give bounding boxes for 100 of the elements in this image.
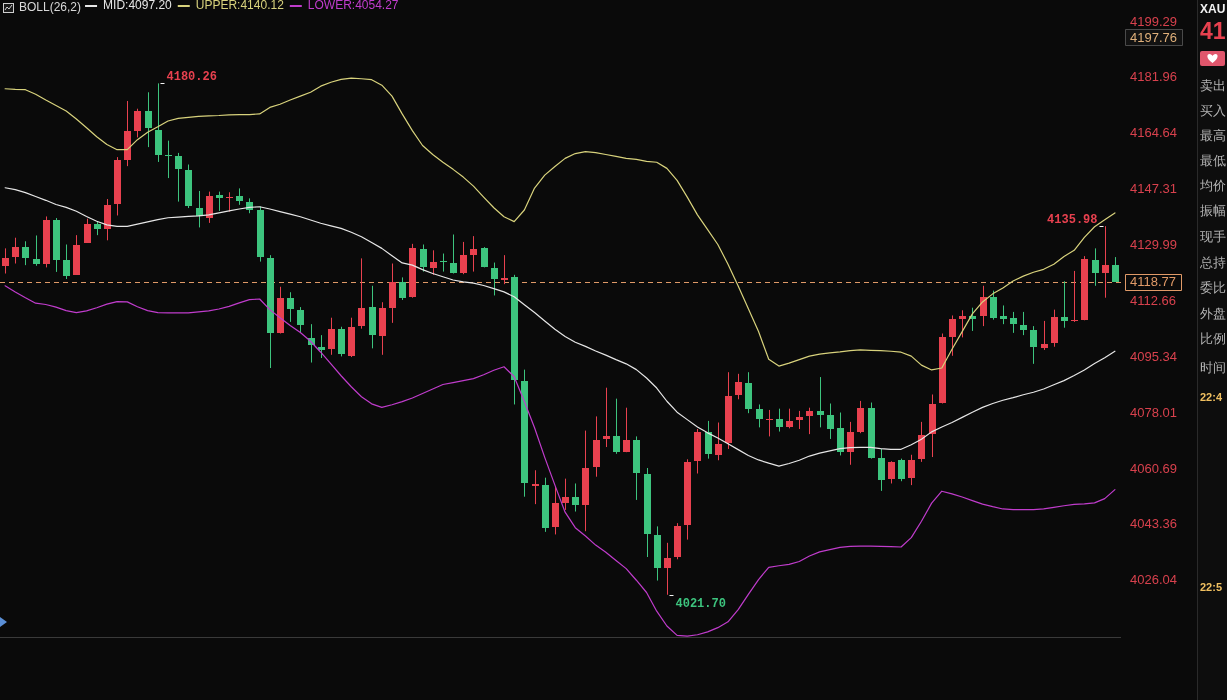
candlestick [603,387,610,448]
candlestick [145,91,152,148]
text: 均价 [1200,178,1226,193]
candlestick [1000,304,1007,325]
y-tick-label: 4199.29 [1130,13,1177,29]
candlestick [1071,270,1078,323]
candlestick [287,291,294,323]
candlestick [980,285,987,327]
candlestick [440,253,447,273]
text: 4197.76 [1130,29,1177,45]
candlestick [552,486,559,535]
candlestick [837,412,844,456]
text: 振幅 [1200,203,1226,218]
text: 22:5 [1200,581,1223,593]
y-tick-label: 4078.01 [1130,404,1177,420]
candlestick [888,460,895,484]
y-tick-label: 4147.31 [1130,181,1177,197]
candlestick [990,290,997,321]
candlestick [776,408,783,433]
candlestick [33,234,40,267]
y-tick-label: 4026.04 [1130,572,1177,588]
annotation: 4180.26 [166,69,217,84]
legend-label: UPPER:4140.12 [195,0,285,13]
candlestick [104,198,111,241]
candlestick [1030,325,1037,365]
candlestick [450,234,457,275]
text: 卖出 [1200,78,1226,93]
candlestick [949,314,956,357]
candlestick [430,249,437,276]
y-tick-label: 4060.69 [1130,460,1177,476]
text: 买入 [1200,103,1226,118]
candlestick [22,240,29,266]
text: 比例 [1200,331,1226,346]
candlestick [908,454,915,486]
candlestick [297,306,304,334]
candlestick [735,373,742,400]
text: 现手 [1200,229,1226,244]
annotation: 4021.70 [675,596,726,611]
candlestick [501,254,508,285]
candlestick [2,247,9,275]
legend-title: BOLL(26,2) [19,0,82,14]
candlestick [878,448,885,492]
candlestick [460,241,467,275]
candlestick [1112,256,1119,283]
candlestick [491,262,498,296]
candlestick [857,400,864,434]
candlestick [1020,311,1027,336]
candlestick [1010,311,1017,334]
candlestick [827,403,834,440]
candlestick [399,276,406,301]
text: 最低 [1200,153,1226,168]
candlestick [562,478,569,511]
candlestick [572,482,579,513]
candlestick [63,244,70,280]
candlestick [318,334,325,359]
candlestick [1041,320,1048,351]
text: 时间 [1200,360,1226,375]
y-tick-label: 4164.64 [1130,125,1177,141]
candlestick [358,257,365,330]
candlestick [206,191,213,224]
candlestick [532,469,539,505]
candlestick [613,398,620,455]
candlestick [847,421,854,466]
candlestick [226,191,233,213]
text: 总持 [1200,255,1226,270]
annotation: 4135.98 [1047,212,1098,227]
y-tick-label: 4181.96 [1130,69,1177,85]
candlestick [817,376,824,428]
text: 外盘 [1200,306,1226,321]
candlestick [84,218,91,244]
candlestick [1061,280,1068,329]
candlestick [786,408,793,429]
y-tick-label: 4129.99 [1130,237,1177,253]
candlestick [134,108,141,138]
text: XAU [1200,2,1226,16]
text: 委比 [1200,280,1226,295]
candlestick [623,407,630,453]
y-tick-label: 4043.36 [1130,516,1177,532]
candlestick [898,458,905,482]
text: 41 [1200,18,1226,44]
candlestick [1092,247,1099,287]
text: 最高 [1200,128,1226,143]
candlestick [420,244,427,273]
legend-label: MID:4097.20 [103,0,173,13]
candlestick [470,235,477,273]
candlestick [715,422,722,461]
candlestick [766,409,773,437]
candlestick [165,140,172,179]
candlestick [328,317,335,356]
ref-line-label: 4118.77 [1130,274,1177,290]
y-tick-label: 4095.34 [1130,348,1177,364]
text: 22:4 [1200,391,1223,403]
candlestick [175,152,182,203]
candlestick [796,410,803,430]
candlestick [959,309,966,338]
candlestick [705,420,712,460]
candlestick [12,237,19,265]
candlestick [756,403,763,428]
candlestick [918,421,925,463]
candlestick [216,191,223,212]
